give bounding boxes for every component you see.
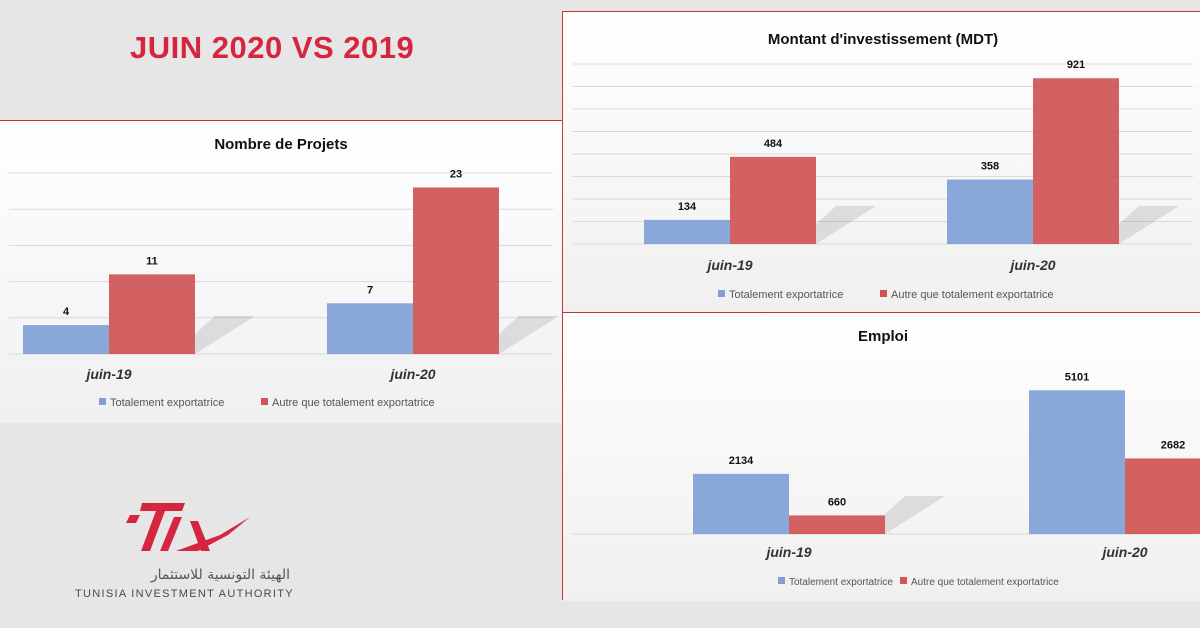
tia-logo-mark (126, 503, 250, 551)
legend-swatch (99, 398, 106, 405)
chart-nombre-de-projets: Nombre de Projets 4 11 juin-19 7 23 juin-20 Tot… (0, 121, 563, 423)
bar-emploi-juin-19-series-1 (693, 473, 789, 534)
chart-title: Emploi (858, 328, 908, 345)
legend-swatch (261, 398, 268, 405)
bar-nombre-de-projets-juin-19-series-1 (23, 325, 109, 354)
legend-label: Totalement exportatrice (729, 289, 843, 301)
chart-title: Montant d'investissement (MDT) (768, 31, 998, 48)
category-label: juin-19 (84, 366, 131, 382)
chart-emploi: Emploi 2134 660 juin-19 5101 2682 juin-20 Total… (563, 313, 1200, 601)
data-label: 358 (981, 161, 999, 173)
data-label: 4 (63, 306, 70, 318)
legend-swatch (778, 577, 785, 584)
data-label: 11 (146, 255, 158, 267)
page-headline: JUIN 2020 VS 2019 (130, 30, 415, 65)
bar-shadow (816, 206, 876, 244)
legend-swatch (880, 290, 887, 297)
bar-shadow (1119, 206, 1179, 244)
data-label: 5101 (1065, 371, 1089, 383)
legend-swatch (718, 290, 725, 297)
data-label: 2134 (729, 455, 754, 467)
chart-panel-montant-investissement: Montant d'investissement (MDT) 134 484 juin… (562, 11, 1200, 314)
data-label: 921 (1067, 59, 1085, 71)
chart-montant-investissement: Montant d'investissement (MDT) 134 484 juin… (563, 12, 1200, 314)
category-label: juin-20 (1100, 544, 1147, 560)
legend-label: Autre que totalement exportatrice (272, 397, 435, 409)
legend-label: Totalement exportatrice (789, 577, 893, 588)
bar-shadow (499, 316, 559, 354)
data-label: 484 (764, 138, 783, 150)
data-label: 134 (678, 201, 697, 213)
chart-panel-nombre-de-projets: Nombre de Projets 4 11 juin-19 7 23 juin-20 Tot… (0, 120, 563, 423)
logo-arabic-text: الهيئة التونسية للاستثمار (150, 567, 290, 583)
data-label: 660 (828, 496, 846, 508)
bar-montant-investissement-juin-19-series-1 (644, 219, 730, 244)
bar-emploi-juin-20-series-1 (1029, 390, 1125, 534)
bar-nombre-de-projets-juin-20-series-2 (413, 187, 499, 354)
bar-shadow (885, 496, 945, 534)
data-label: 23 (450, 168, 462, 180)
bar-emploi-juin-20-series-2 (1125, 458, 1200, 534)
bar-shadow (195, 316, 255, 354)
legend-label: Autre que totalement exportatrice (911, 577, 1059, 588)
category-label: juin-20 (1008, 257, 1055, 273)
bar-nombre-de-projets-juin-20-series-1 (327, 303, 413, 354)
legend-swatch (900, 577, 907, 584)
tia-logo: الهيئة التونسية للاستثمار TUNISIA INVEST… (70, 495, 300, 610)
data-label: 7 (367, 284, 373, 296)
logo-english-text: TUNISIA INVESTMENT AUTHORITY (75, 588, 294, 600)
category-label: juin-19 (705, 257, 752, 273)
legend-label: Totalement exportatrice (110, 397, 224, 409)
legend-label: Autre que totalement exportatrice (891, 289, 1054, 301)
chart-panel-emploi: Emploi 2134 660 juin-19 5101 2682 juin-20 Total… (562, 312, 1200, 601)
category-label: juin-20 (388, 366, 435, 382)
bar-montant-investissement-juin-20-series-1 (947, 179, 1033, 244)
bar-emploi-juin-19-series-2 (789, 515, 885, 534)
bar-nombre-de-projets-juin-19-series-2 (109, 274, 195, 354)
bar-montant-investissement-juin-19-series-2 (730, 156, 816, 244)
category-label: juin-19 (764, 544, 811, 560)
bar-montant-investissement-juin-20-series-2 (1033, 78, 1119, 244)
data-label: 2682 (1161, 439, 1185, 451)
chart-title: Nombre de Projets (214, 136, 347, 153)
